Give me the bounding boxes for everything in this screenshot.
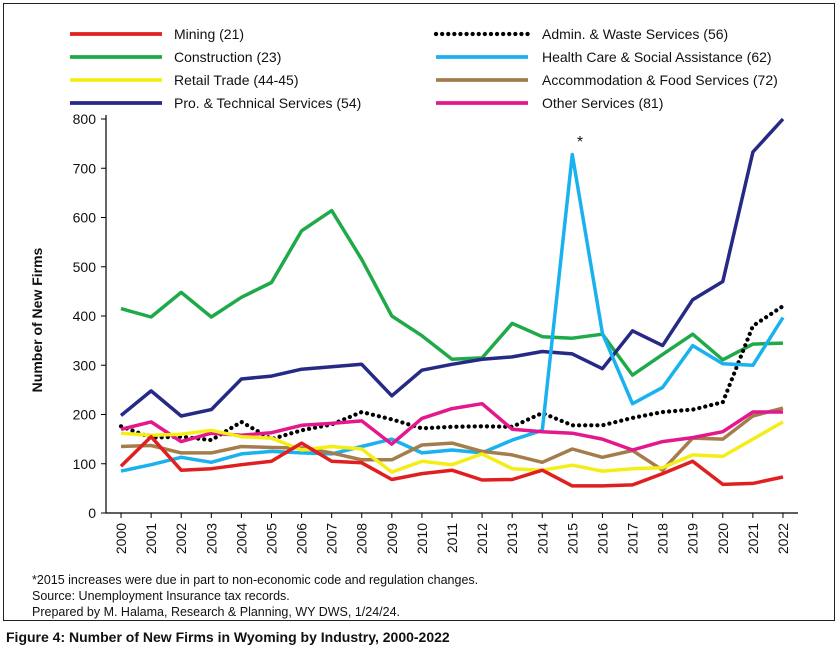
x-tick-label: 2004	[233, 523, 249, 554]
x-tick-label: 2002	[173, 523, 189, 554]
legend-label: Construction (23)	[174, 49, 281, 65]
y-tick-label: 700	[73, 160, 97, 176]
x-tick-label: 2021	[745, 523, 761, 554]
y-tick-label: 500	[73, 259, 97, 275]
y-tick-label: 400	[73, 308, 97, 324]
legend-label: Admin. & Waste Services (56)	[542, 26, 728, 42]
line-chart: Mining (21) Construction (23) Retail Trade…	[29, 26, 798, 554]
annotation-2015: *	[577, 134, 583, 151]
y-tick-label: 0	[88, 505, 96, 521]
series-line	[119, 117, 785, 418]
series-line	[120, 420, 784, 474]
x-tick-label: 2007	[324, 523, 340, 554]
x-tick-label: 2008	[354, 523, 370, 554]
x-tick-label: 2006	[294, 523, 310, 554]
legend-label: Mining (21)	[174, 26, 244, 42]
legend-label: Other Services (81)	[542, 95, 663, 111]
x-tick-label: 2003	[203, 523, 219, 554]
x-tick-label: 2019	[685, 523, 701, 554]
x-tick-label: 2014	[534, 523, 550, 554]
x-tick-label: 2017	[625, 523, 641, 554]
source-note: Source: Unemployment Insurance tax recor…	[32, 589, 290, 603]
series-line	[120, 208, 784, 377]
chart-frame: Mining (21) Construction (23) Retail Trade…	[3, 3, 835, 621]
y-tick-label: 600	[73, 210, 97, 226]
series-line	[118, 304, 786, 443]
x-tick-label: 2012	[474, 523, 490, 554]
y-tick-label: 800	[73, 111, 97, 127]
x-tick-label: 2015	[564, 523, 580, 554]
y-axis-label: Number of New Firms	[29, 247, 45, 392]
x-tick-label: 2020	[715, 523, 731, 554]
prepared-by-note: Prepared by M. Halama, Research & Planni…	[32, 605, 400, 619]
x-tick-label: 2009	[384, 523, 400, 554]
chart-notes: *2015 increases were due in part to non-…	[32, 572, 478, 620]
legend-label: Health Care & Social Assistance (62)	[542, 49, 772, 65]
x-tick-label: 2005	[263, 523, 279, 554]
x-tick-label: 2011	[444, 523, 460, 553]
series-line	[120, 406, 784, 472]
legend: Mining (21) Construction (23) Retail Trade…	[70, 26, 778, 111]
x-tick-label: 2000	[113, 523, 129, 554]
x-tick-label: 2013	[504, 523, 520, 554]
series-line	[119, 434, 784, 488]
footnote: *2015 increases were due in part to non-…	[32, 573, 479, 587]
y-tick-label: 200	[73, 407, 97, 423]
legend-label: Retail Trade (44-45)	[174, 72, 299, 88]
y-tick-label: 100	[73, 456, 97, 472]
figure-caption: Figure 4: Number of New Firms in Wyoming…	[6, 629, 450, 645]
x-tick-label: 2010	[414, 523, 430, 554]
legend-label: Accommodation & Food Services (72)	[542, 72, 778, 88]
x-tick-label: 2001	[143, 523, 159, 554]
legend-label: Pro. & Technical Services (54)	[174, 95, 361, 111]
x-tick-label: 2016	[594, 523, 610, 554]
x-tick-label: 2022	[775, 523, 791, 554]
axes: 0 100 200 300 400 500 600 700 800 2000 2001 2002 200…	[73, 111, 798, 554]
x-tick-label: 2018	[655, 523, 671, 554]
series-lines	[118, 117, 786, 488]
y-tick-label: 300	[73, 357, 97, 373]
series-line	[120, 152, 785, 473]
